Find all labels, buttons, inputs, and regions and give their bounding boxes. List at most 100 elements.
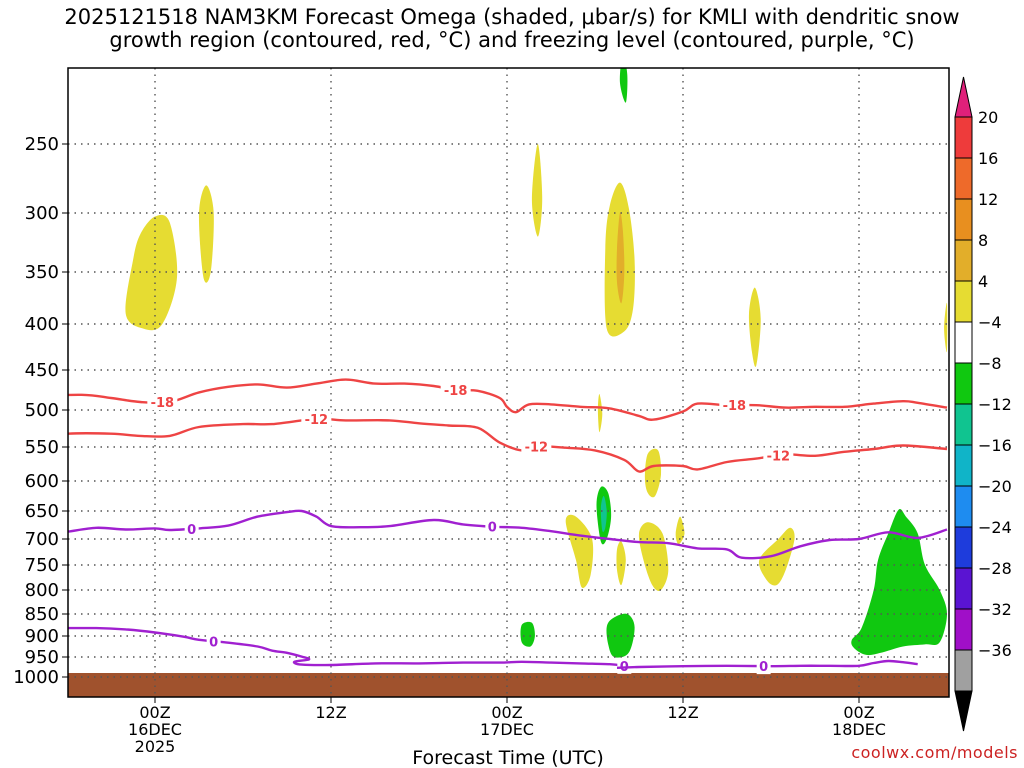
title-line-1: 2025121518 NAM3KM Forecast Omega (shaded… (64, 5, 960, 29)
site-credit: coolwx.com/models (851, 743, 1018, 762)
colorbar-label: −16 (978, 436, 1012, 455)
x-tick-label: 17DEC (480, 720, 534, 739)
contour-label: -12 (767, 450, 791, 465)
colorbar-bin (954, 649, 973, 692)
contour-label-bg (756, 658, 771, 675)
contour-label-bg (301, 410, 332, 427)
contour-label: 0 (209, 635, 218, 650)
omega-region (758, 527, 795, 586)
contour-label: 0 (759, 660, 768, 675)
colorbar-bin (954, 157, 973, 200)
y-tick-label: 550 (25, 437, 59, 458)
contour-line (68, 378, 948, 421)
colorbar-label: −4 (978, 313, 1002, 332)
colorbar-label: −12 (978, 395, 1012, 414)
colorbar-bottom-arrow (954, 690, 973, 732)
pressure-gridlines (68, 68, 949, 697)
contour-label-bg (521, 438, 552, 455)
y-tick-label: 950 (25, 647, 59, 668)
colorbar-bin (954, 567, 973, 610)
contour-line (68, 626, 625, 667)
colorbar-label: 20 (978, 108, 998, 127)
y-tick-label: 450 (25, 360, 59, 381)
contour-label: -12 (525, 440, 549, 455)
x-axis-label: Forecast Time (UTC) (412, 747, 603, 768)
omega-region (597, 393, 603, 433)
colorbar-label: −24 (978, 518, 1012, 537)
y-tick-label: 600 (25, 471, 59, 492)
omega-shading (68, 68, 949, 697)
contour-line (616, 659, 918, 669)
contour-label-bg (184, 520, 199, 537)
omega-region (851, 509, 947, 656)
terrain-block (68, 673, 949, 697)
colorbar-bin (954, 321, 973, 364)
colorbar-label: 8 (978, 231, 988, 250)
omega-region (531, 144, 543, 237)
colorbar-label: 12 (978, 190, 998, 209)
omega-region (644, 448, 662, 498)
colorbar-top-arrow (954, 76, 973, 118)
contour-label-bg (485, 518, 500, 535)
contour-label-bg (763, 447, 794, 464)
colorbar-bin (954, 403, 973, 446)
contour-label: -18 (444, 384, 468, 399)
y-tick-label: 700 (25, 529, 59, 550)
x-tick-label: 16DEC (128, 720, 182, 739)
omega-colorbar: 20 16 12 8 4 −4 −8 −12 −16 −20 −24 −28 −32 −36 (954, 76, 1012, 732)
x-tick-label: 2025 (135, 737, 176, 756)
y-tick-label: 400 (25, 314, 59, 335)
colorbar-label: 4 (978, 272, 988, 291)
colorbar-bin (954, 608, 973, 651)
colorbar-bin (954, 280, 973, 323)
omega-region (675, 516, 685, 545)
y-tick-label: 750 (25, 555, 59, 576)
x-tick-label: 18DEC (832, 720, 886, 739)
y-tick-label: 250 (25, 134, 59, 155)
y-tick-label: 350 (25, 262, 59, 283)
omega-region (748, 287, 761, 367)
omega-region (638, 522, 669, 591)
contour-label-bg (440, 382, 471, 398)
contour-label-bg (206, 633, 221, 650)
colorbar-bin (954, 362, 973, 405)
y-tick-label: 300 (25, 203, 59, 224)
x-tick-label: 00Z (843, 703, 874, 722)
omega-region (565, 514, 594, 589)
colorbar-bin (954, 526, 973, 569)
colorbar-label: −8 (978, 354, 1002, 373)
colorbar-bin (954, 198, 973, 241)
colorbar-label: −20 (978, 477, 1012, 496)
contour-label: 0 (488, 521, 497, 536)
y-tick-label: 1000 (13, 667, 59, 688)
contour-label-bg (719, 397, 750, 414)
omega-region (616, 541, 626, 586)
x-tick-label: 12Z (315, 703, 346, 722)
colorbar-label: −36 (978, 641, 1012, 660)
contour-label: 0 (187, 523, 196, 538)
omega-region (619, 68, 628, 103)
colorbar-label: −28 (978, 559, 1012, 578)
contour-label: -18 (723, 399, 747, 414)
chart-title: 2025121518 NAM3KM Forecast Omega (shaded… (0, 6, 1024, 52)
colorbar-bin (954, 116, 973, 159)
omega-region (944, 302, 948, 353)
omega-region (125, 214, 178, 331)
colorbar-label: −32 (978, 600, 1012, 619)
y-tick-label: 800 (25, 580, 59, 601)
colorbar-bin (954, 485, 973, 528)
pressure-axis: 250 300 350 400 450 500 550 600 650 700 750 800 850 9… (13, 134, 68, 688)
title-line-2: growth region (contoured, red, °C) and f… (109, 28, 915, 52)
contour-line (68, 417, 948, 473)
colorbar-bin (954, 239, 973, 282)
colorbar-bin (954, 444, 973, 487)
omega-region (520, 621, 535, 647)
contour-label: -12 (305, 413, 329, 428)
temperature-contours: -18-18-18-12-12-120 000 0 (68, 378, 948, 675)
omega-region (616, 212, 625, 304)
y-tick-label: 850 (25, 604, 59, 625)
y-tick-label: 500 (25, 400, 59, 421)
y-tick-label: 650 (25, 501, 59, 522)
